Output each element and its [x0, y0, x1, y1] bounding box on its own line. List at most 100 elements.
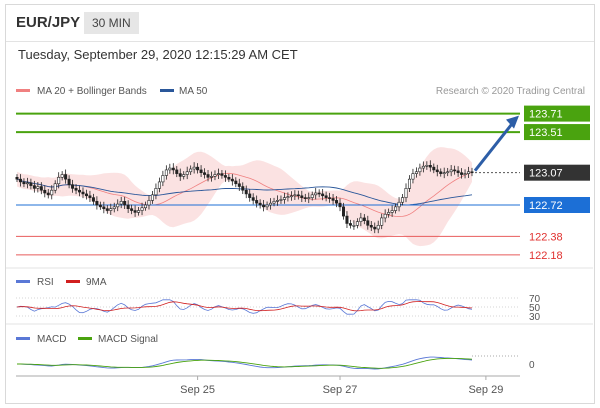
candle-body — [421, 165, 425, 169]
candle-body — [60, 174, 64, 178]
candle-body — [144, 204, 148, 209]
candle-body — [234, 180, 238, 185]
candle-body — [81, 191, 85, 195]
price-plot: 123.71 123.51 123.07 122.72 122.38 122.18 — [15, 105, 590, 262]
rsi-ma-legend-label: 9MA — [86, 277, 107, 288]
macd-legend-swatch — [16, 337, 30, 340]
credit-text: Research © 2020 Trading Central — [436, 86, 585, 97]
candle-body — [164, 169, 168, 176]
candle-body — [397, 201, 401, 208]
candle-body — [119, 201, 123, 205]
candle-body — [303, 197, 307, 199]
rsi-legend-label: RSI — [37, 277, 54, 288]
candle-body — [338, 202, 342, 208]
rsi-level-70: 70 — [529, 294, 541, 305]
candle-body — [168, 167, 172, 171]
candle-body — [366, 220, 370, 226]
candle-body — [348, 223, 352, 226]
x-axis: Sep 25 Sep 27 Sep 29 — [180, 376, 503, 396]
macd-signal-legend-swatch — [78, 337, 92, 340]
target-arrow-head — [506, 115, 519, 129]
candle-body — [182, 174, 186, 177]
candle-body — [137, 210, 141, 213]
candle-body — [265, 204, 269, 208]
candle-body — [324, 195, 328, 198]
candle-body — [411, 173, 415, 180]
candle-body — [22, 181, 26, 185]
candle-body — [460, 172, 464, 175]
chart-panel: EUR/JPY 30 MIN Tuesday, September 29, 20… — [5, 4, 595, 404]
candle-body — [230, 178, 234, 182]
candle-body — [57, 177, 61, 185]
candle-body — [470, 171, 474, 174]
candle-body — [175, 169, 179, 174]
candle-body — [178, 173, 182, 177]
chart-datetime: Tuesday, September 29, 2020 12:15:29 AM … — [18, 47, 298, 62]
resistance-label: 123.51 — [529, 127, 563, 139]
ma50-legend-swatch — [160, 89, 174, 92]
candle-body — [210, 176, 214, 178]
candle-body — [380, 217, 384, 226]
ma20-line — [16, 171, 473, 218]
candle-body — [300, 195, 304, 198]
rsi-plot — [16, 297, 520, 317]
candle-body — [71, 184, 75, 189]
ma50-line — [16, 178, 473, 206]
candle-body — [282, 197, 286, 200]
rsi-ma-legend-swatch — [66, 280, 80, 283]
macd-legend-label: MACD — [37, 334, 66, 345]
candle-body — [390, 210, 394, 213]
timeframe-badge[interactable]: 30 MIN — [84, 12, 139, 34]
macd-signal-line — [17, 357, 473, 369]
candle-body — [453, 169, 457, 172]
candle-body — [196, 166, 200, 171]
candle-body — [98, 204, 102, 208]
candle-body — [345, 215, 349, 224]
resistance-label: 123.71 — [529, 109, 563, 121]
chart-header: EUR/JPY 30 MIN — [6, 5, 594, 42]
candle-body — [369, 225, 373, 228]
candle-body — [341, 206, 345, 217]
candle-body — [192, 166, 196, 170]
ma50-legend-label: MA 50 — [179, 86, 208, 97]
candle-body — [126, 204, 130, 209]
candle-body — [102, 206, 106, 209]
candle-body — [112, 206, 116, 209]
candle-body — [289, 195, 293, 198]
bollinger-band — [17, 147, 472, 247]
rsi-level-30: 30 — [529, 312, 541, 323]
candle-body — [25, 182, 29, 185]
candle-body — [321, 193, 325, 197]
candle-body — [84, 193, 88, 197]
candle-body — [310, 194, 314, 198]
support-label: 122.18 — [529, 250, 563, 262]
candle-body — [387, 212, 391, 215]
candle-body — [154, 188, 158, 196]
candle-body — [296, 194, 300, 197]
candle-body — [352, 225, 356, 227]
candle-body — [147, 200, 151, 206]
candle-body — [150, 194, 154, 201]
candle-body — [463, 173, 467, 175]
rsi-ma-line — [16, 300, 473, 312]
candle-body — [425, 165, 429, 167]
candle-body — [442, 172, 446, 174]
bb-legend-swatch — [16, 89, 30, 92]
candle-body — [255, 200, 259, 204]
candle-body — [335, 200, 339, 204]
candle-body — [407, 178, 411, 189]
candle-body — [123, 201, 127, 206]
candle-body — [418, 167, 422, 173]
x-tick-label: Sep 29 — [468, 384, 503, 396]
candle-body — [32, 185, 36, 189]
candle-body — [359, 217, 363, 222]
x-tick-label: Sep 25 — [180, 384, 215, 396]
candle-body — [275, 200, 279, 202]
candle-body — [293, 194, 297, 197]
macd-zero-label: 0 — [529, 360, 535, 371]
candle-body — [199, 169, 203, 173]
candle-body — [404, 188, 408, 198]
candle-body — [203, 172, 207, 175]
candle-body — [220, 173, 224, 176]
candle-body — [237, 183, 241, 187]
